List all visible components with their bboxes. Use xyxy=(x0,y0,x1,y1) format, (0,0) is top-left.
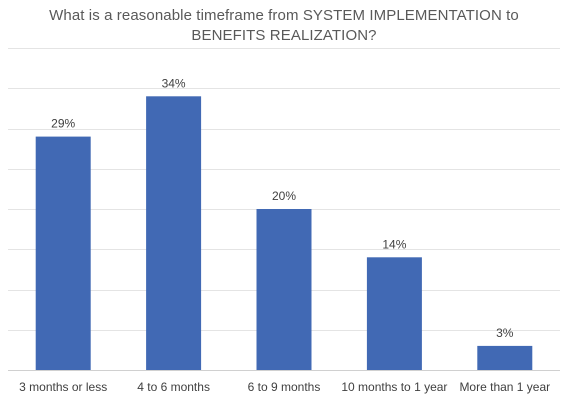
bar xyxy=(477,345,533,370)
data-label: 34% xyxy=(162,76,186,90)
bar xyxy=(366,257,422,370)
x-tick-label: 4 to 6 months xyxy=(137,380,210,394)
data-label: 14% xyxy=(382,237,406,251)
x-tick-label: 10 months to 1 year xyxy=(341,380,447,394)
data-label: 3% xyxy=(496,326,514,340)
chart-title: What is a reasonable timeframe from SYST… xyxy=(0,6,568,46)
x-tick-label: 3 months or less xyxy=(19,380,107,394)
x-tick-label: More than 1 year xyxy=(459,380,550,394)
chart-title-line-2: BENEFITS REALIZATION? xyxy=(191,27,377,44)
data-label: 20% xyxy=(272,189,296,203)
data-label: 29% xyxy=(51,117,75,131)
bar xyxy=(256,209,312,370)
x-tick-label: 6 to 9 months xyxy=(248,380,321,394)
bar xyxy=(146,96,202,371)
bar xyxy=(35,136,91,370)
chart-title-line-1: What is a reasonable timeframe from SYST… xyxy=(49,7,519,24)
